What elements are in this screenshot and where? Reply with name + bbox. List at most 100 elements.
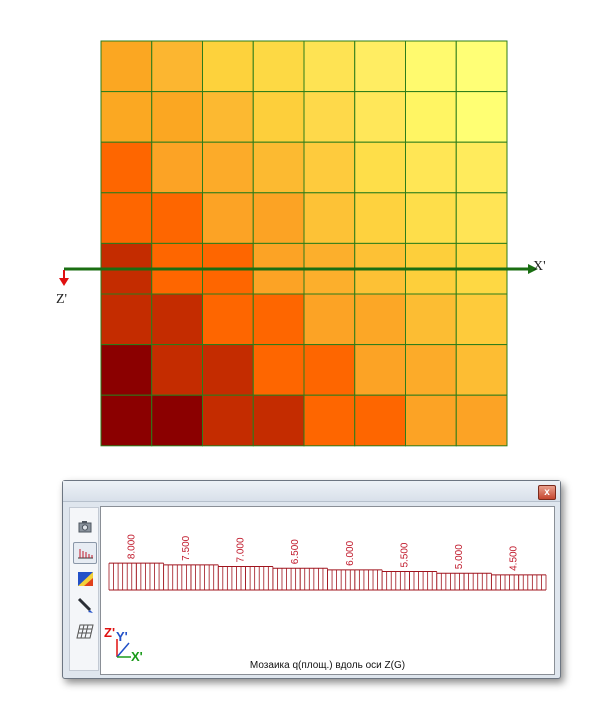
mosaic-cell [100, 40, 153, 93]
mosaic-cell [455, 344, 508, 396]
mosaic-cell [202, 91, 254, 143]
mosaic-cell [252, 192, 305, 244]
mosaic-grid [100, 40, 508, 447]
mosaic-cell [354, 40, 406, 93]
diagram-segment [436, 572, 465, 590]
mosaic-cell [202, 344, 254, 396]
mosaic-cell [455, 141, 508, 194]
mosaic-plot: X' Z' [56, 40, 546, 447]
mosaic-cell [405, 192, 457, 244]
diagram-view: 8.000 7.500 7.000 6.500 6.000 5.500 5.000 4.500… [100, 506, 555, 675]
x-axis-label: X' [533, 259, 546, 274]
mosaic-cell [100, 192, 153, 244]
mosaic-cell [151, 293, 203, 346]
diagram-window: x 8.000 7.500 7.000 6.500 6.000 5.500 5.000 4.5… [62, 480, 561, 679]
triad-y-label: Y' [116, 629, 128, 644]
mosaic-cell [202, 141, 254, 194]
camera-icon[interactable] [73, 516, 97, 538]
mosaic-cell [202, 293, 254, 346]
diagram-segment [272, 567, 301, 590]
x-axis-arrow-icon [528, 264, 538, 274]
diagram-segment [463, 572, 492, 590]
diagram-segment [381, 571, 410, 590]
mosaic-cell [151, 141, 203, 194]
mosaic-cell [354, 141, 406, 194]
mosaic-cell [354, 91, 406, 143]
diagram-segment [327, 569, 356, 590]
mosaic-cell [100, 293, 153, 346]
mosaic-cell [202, 394, 254, 447]
mosaic-cell [455, 40, 508, 93]
diagram-segment [490, 574, 520, 590]
diagram-segment [245, 566, 274, 590]
mosaic-cell [100, 91, 153, 143]
window-titlebar[interactable]: x [63, 481, 560, 502]
profile-diagram: 8.000 7.500 7.000 6.500 6.000 5.500 5.000 4.500 [108, 534, 547, 591]
diagram-segment [163, 564, 192, 590]
mosaic-cell [455, 91, 508, 143]
color-map-icon[interactable] [73, 568, 97, 590]
mosaic-cell [252, 141, 305, 194]
value-label: 6.000 [345, 540, 356, 565]
mosaic-cell [303, 293, 356, 346]
diagram-segment [354, 569, 383, 590]
mosaic-cell [252, 394, 305, 447]
mosaic-cell [455, 192, 508, 244]
diagram-segment [108, 562, 137, 590]
mosaic-cell [405, 394, 457, 447]
value-label: 5.500 [399, 542, 410, 567]
mosaic-cell [303, 91, 356, 143]
mosaic-cell [252, 344, 305, 396]
mosaic-cell [303, 141, 356, 194]
mosaic-cell [354, 192, 406, 244]
mosaic-cell [100, 394, 153, 447]
value-label: 7.500 [181, 535, 192, 560]
mosaic-cell [303, 394, 356, 447]
close-button[interactable]: x [538, 485, 556, 500]
mosaic-cell [455, 293, 508, 346]
value-label: 7.000 [236, 537, 247, 562]
grid-icon[interactable] [73, 620, 97, 642]
diagram-segment [518, 574, 547, 590]
value-label: 8.000 [126, 534, 137, 559]
value-label: 5.000 [454, 544, 465, 569]
mosaic-cell [252, 40, 305, 93]
mosaic-cell [202, 192, 254, 244]
mosaic-cell [151, 40, 203, 93]
diagram-segment [190, 564, 219, 590]
mosaic-cell [354, 344, 406, 396]
pen-icon[interactable] [73, 594, 97, 616]
axis-triad: Z' Y' X' [104, 625, 143, 664]
mosaic-cell [202, 40, 254, 93]
diagram-segment [217, 566, 246, 590]
z-axis-arrow-icon [59, 278, 69, 286]
tool-palette [69, 507, 99, 671]
mosaic-cell [151, 192, 203, 244]
mosaic-cell [252, 293, 305, 346]
mosaic-cell [405, 40, 457, 93]
triad-x-label: X' [131, 649, 143, 664]
value-label: 4.500 [509, 545, 520, 570]
value-label: 6.500 [290, 539, 301, 564]
triad-z-label: Z' [104, 625, 115, 640]
mosaic-cell [151, 344, 203, 396]
mosaic-cell [405, 293, 457, 346]
z-axis-label: Z' [56, 292, 67, 307]
mosaic-cell [405, 344, 457, 396]
mosaic-cell [354, 394, 406, 447]
mosaic-cell [303, 40, 356, 93]
mosaic-cell [252, 91, 305, 143]
diagram-icon[interactable] [73, 542, 97, 564]
mosaic-cell [405, 141, 457, 194]
mosaic-cell [303, 192, 356, 244]
mosaic-cell [151, 91, 203, 143]
mosaic-cell [100, 344, 153, 396]
diagram-caption: Мозаика q(площ.) вдоль оси Z(G) [249, 660, 406, 671]
mosaic-cell [405, 91, 457, 143]
diagram-segment [409, 571, 438, 590]
mosaic-cell [100, 141, 153, 194]
mosaic-cell [354, 293, 406, 346]
diagram-segment [299, 567, 328, 590]
mosaic-cell [455, 394, 508, 447]
mosaic-cell [151, 394, 203, 447]
